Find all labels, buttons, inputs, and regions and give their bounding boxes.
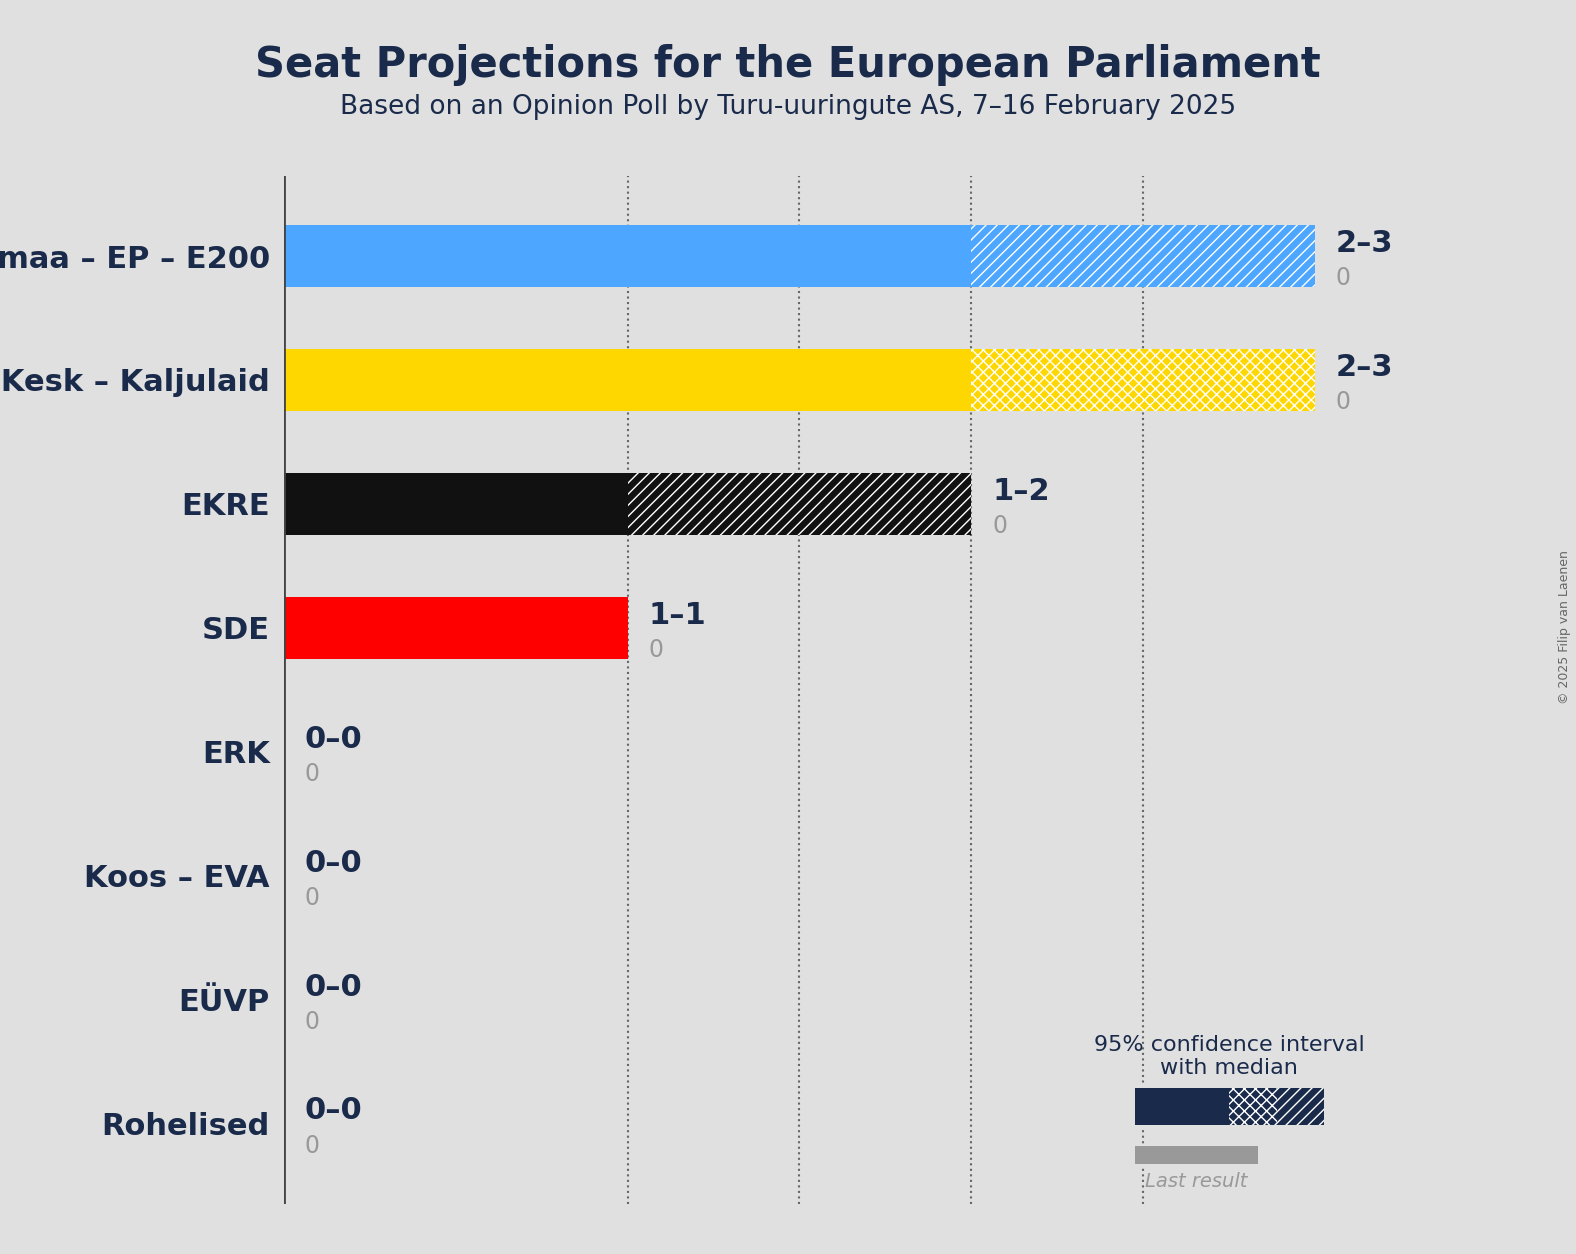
Text: 95% confidence interval
with median: 95% confidence interval with median — [1094, 1036, 1365, 1078]
Bar — [971, 349, 1316, 411]
Text: Based on an Opinion Poll by Turu-uuringute AS, 7–16 February 2025: Based on an Opinion Poll by Turu-uuringu… — [340, 94, 1236, 120]
Text: 0: 0 — [304, 885, 320, 910]
Bar — [284, 226, 971, 287]
Text: 1–1: 1–1 — [648, 601, 706, 630]
Text: 0: 0 — [1336, 266, 1351, 291]
Text: © 2025 Filip van Laenen: © 2025 Filip van Laenen — [1559, 551, 1571, 703]
Bar — [1135, 1146, 1258, 1164]
Text: 0: 0 — [304, 762, 320, 786]
Text: 0–0: 0–0 — [304, 849, 362, 878]
Text: 0–0: 0–0 — [304, 973, 362, 1002]
Text: 1–2: 1–2 — [991, 477, 1050, 505]
Bar — [1277, 1088, 1324, 1125]
Text: Last result: Last result — [1146, 1172, 1247, 1191]
Text: 0: 0 — [991, 514, 1007, 538]
Text: 0–0: 0–0 — [304, 1096, 362, 1125]
Text: 0: 0 — [1336, 390, 1351, 414]
Bar — [627, 473, 971, 535]
Bar — [284, 597, 627, 658]
Bar — [1135, 1088, 1229, 1125]
Text: 0: 0 — [304, 1009, 320, 1033]
Text: Seat Projections for the European Parliament: Seat Projections for the European Parlia… — [255, 44, 1321, 85]
Bar — [284, 473, 627, 535]
Bar — [971, 226, 1316, 287]
Text: 2–3: 2–3 — [1336, 229, 1393, 258]
Text: 2–3: 2–3 — [1336, 354, 1393, 382]
Bar — [1229, 1088, 1277, 1125]
Bar — [284, 349, 971, 411]
Text: 0: 0 — [304, 1134, 320, 1157]
Text: 0: 0 — [648, 638, 663, 662]
Text: 0–0: 0–0 — [304, 725, 362, 754]
